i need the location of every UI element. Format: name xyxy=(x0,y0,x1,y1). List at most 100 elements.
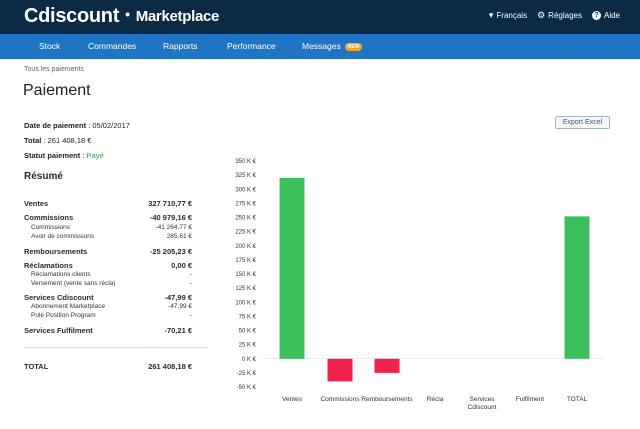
summary-divider xyxy=(24,347,208,348)
y-tick-label: 150 K € xyxy=(235,272,256,278)
summary-row: Commissions -40 979,16 € xyxy=(24,213,192,222)
nav-rapports[interactable]: Rapports xyxy=(163,41,198,51)
new-badge: NEW xyxy=(344,43,363,51)
language-selector[interactable]: ▾ Français xyxy=(488,10,528,21)
summary-row-value: - xyxy=(189,312,192,319)
y-tick-label: 225 K € xyxy=(235,230,256,236)
payment-date-label: Date de paiement xyxy=(24,121,87,130)
summary-row-label: Pole Position Program xyxy=(31,312,96,319)
nav-messages[interactable]: Messages NEW xyxy=(302,41,363,52)
x-category-label: Ventes xyxy=(282,396,303,403)
summary-row: Réclamations 0,00 € xyxy=(24,261,192,270)
y-tick-label: 75 K € xyxy=(239,314,257,320)
settings-label: Réglages xyxy=(548,11,582,20)
summary-total-row: TOTAL 261 408,18 € xyxy=(24,362,192,371)
nav-stock[interactable]: Stock xyxy=(39,41,61,51)
chart-bar xyxy=(564,216,590,359)
summary-row-label: Services Fulfilment xyxy=(24,326,93,335)
summary-row-value: -47,99 € xyxy=(168,303,192,310)
payment-status-sep: : xyxy=(82,151,85,160)
summary-row-value: - xyxy=(189,280,192,287)
brand-logo[interactable]: Cdiscount • Marketplace xyxy=(24,5,219,28)
brand-separator: • xyxy=(125,6,130,22)
top-bar: Cdiscount • Marketplace ▾ Français ⚙ Régla… xyxy=(0,0,640,34)
summary-title: Résumé xyxy=(24,171,63,182)
summary-row: Services Fulfilment -70,21 € xyxy=(24,326,192,335)
chart-bar xyxy=(327,358,353,382)
nav-commandes[interactable]: Commandes xyxy=(88,41,137,51)
summary-row-label: Abonnement Marketplace xyxy=(31,303,106,310)
y-tick-label: 175 K € xyxy=(235,258,256,264)
summary-row: Services Cdiscount -47,99 € xyxy=(24,293,192,302)
summary-subrow: Abonnement Marketplace -47,99 € xyxy=(31,303,192,310)
payment-status: Statut paiement : Payé xyxy=(24,151,104,160)
payment-date-value: : 05/02/2017 xyxy=(88,121,130,130)
chevron-down-icon: ▾ xyxy=(488,10,494,20)
breadcrumb[interactable]: Tous les paiements xyxy=(24,66,84,73)
x-category-label: Remboursements xyxy=(361,396,413,403)
y-tick-label: 325 K € xyxy=(235,173,256,179)
summary-row-value: -70,21 € xyxy=(164,326,192,335)
brand-marketplace: Marketplace xyxy=(135,8,220,25)
nav-messages-label: Messages xyxy=(302,41,341,51)
nav-performance[interactable]: Performance xyxy=(227,41,276,51)
help-icon: ? xyxy=(591,11,601,20)
summary-row-label: Réclamations clients xyxy=(31,271,91,278)
summary-row-value: 0,00 € xyxy=(171,261,192,270)
payment-status-label: Statut paiement xyxy=(24,151,81,160)
page-title: Paiement xyxy=(23,82,91,99)
summary-row-value: -41 264,77 € xyxy=(155,224,192,231)
export-excel-button[interactable]: Export Excel xyxy=(555,116,610,129)
summary-row-label: Versement (vente sans récla) xyxy=(31,280,116,287)
summary-row-label: Remboursements xyxy=(24,247,88,256)
settings-link[interactable]: ⚙ Réglages xyxy=(537,10,582,21)
x-category-label: TOTAL xyxy=(567,396,588,403)
help-link[interactable]: ? Aide xyxy=(591,11,620,20)
payment-date: Date de paiement : 05/02/2017 xyxy=(24,121,130,130)
x-category-label: Cdiscount xyxy=(468,404,497,411)
y-tick-label: -50 K € xyxy=(237,385,257,391)
y-tick-label: 0 K € xyxy=(242,357,257,363)
y-tick-label: 275 K € xyxy=(235,201,256,207)
main-nav: Stock Commandes Rapports Performance Mes… xyxy=(0,34,640,59)
summary-row-label: Réclamations xyxy=(24,261,73,270)
payment-total: Total : 261 408,18 € xyxy=(24,136,91,145)
y-tick-label: 25 K € xyxy=(239,343,257,349)
summary-total-label: TOTAL xyxy=(24,362,49,371)
y-tick-label: 250 K € xyxy=(235,216,256,222)
summary-row-value: -25 205,23 € xyxy=(149,247,192,256)
summary-row: Remboursements -25 205,23 € xyxy=(24,247,192,256)
status-badge: Payé xyxy=(86,151,104,160)
summary-row-value: 327 710,77 € xyxy=(148,199,192,208)
gear-icon: ⚙ xyxy=(537,10,546,20)
y-tick-label: 200 K € xyxy=(235,244,256,250)
summary-subrow: Versement (vente sans récla) - xyxy=(31,280,192,287)
summary-row-label: Services Cdiscount xyxy=(24,293,94,302)
summary-row-value: - xyxy=(189,271,192,278)
summary-row-value: -47,99 € xyxy=(164,293,192,302)
summary-row: Ventes 327 710,77 € xyxy=(24,199,192,208)
x-category-label: Fulfilment xyxy=(516,396,544,403)
summary-subrow: Commissions -41 264,77 € xyxy=(31,224,192,231)
summary-subrow: Avoir de commissions 285,61 € xyxy=(31,233,192,240)
payment-total-label: Total xyxy=(24,136,42,145)
brand-name: Cdiscount xyxy=(24,5,120,27)
chart-bar xyxy=(279,177,305,359)
y-tick-label: 125 K € xyxy=(235,286,256,292)
y-tick-label: 350 K € xyxy=(235,159,256,165)
x-category-label: Commissions xyxy=(320,396,360,403)
chart-bar xyxy=(374,358,400,373)
summary-row-label: Commissions xyxy=(24,213,74,222)
x-category-label: Services xyxy=(470,396,496,403)
summary-subrow: Pole Position Program - xyxy=(31,312,192,319)
y-tick-label: -25 K € xyxy=(237,371,257,377)
summary-total-value: 261 408,18 € xyxy=(148,362,192,371)
summary-row-label: Commissions xyxy=(31,224,71,231)
summary-row-label: Ventes xyxy=(24,199,49,208)
language-label: Français xyxy=(496,11,528,20)
top-actions: ▾ Français ⚙ Réglages ? Aide xyxy=(489,11,620,20)
summary-row-label: Avoir de commissions xyxy=(31,233,95,240)
help-label: Aide xyxy=(603,11,620,20)
summary-row-value: -40 979,16 € xyxy=(149,213,192,222)
